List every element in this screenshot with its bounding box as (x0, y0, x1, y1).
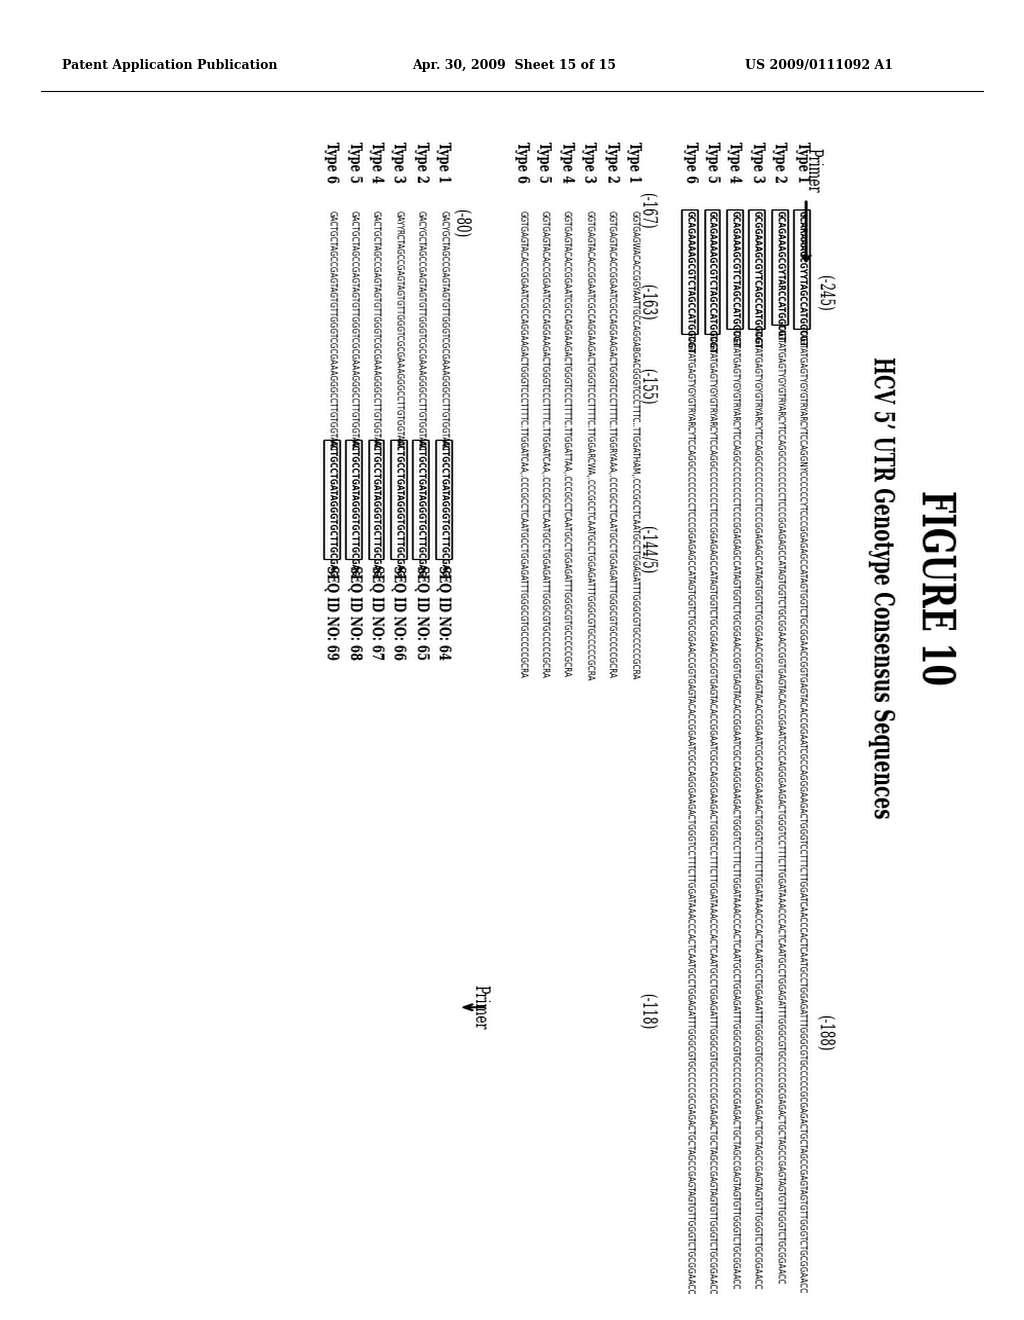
Text: Apr. 30, 2009  Sheet 15 of 15: Apr. 30, 2009 Sheet 15 of 15 (412, 59, 616, 71)
Text: Patent Application Publication: Patent Application Publication (62, 59, 278, 71)
Text: US 2009/0111092 A1: US 2009/0111092 A1 (745, 59, 893, 71)
